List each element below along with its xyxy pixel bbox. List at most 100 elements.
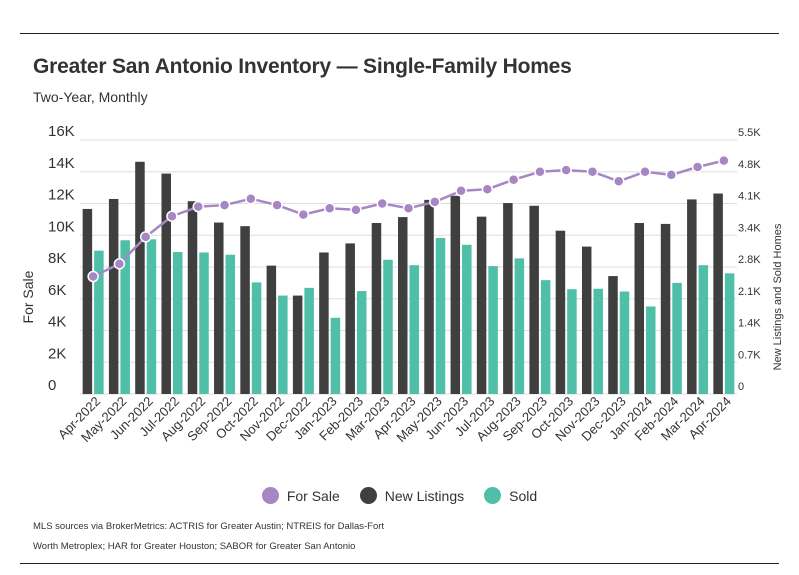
bar-sold	[724, 273, 735, 394]
right-tick-label: 2.8K	[738, 254, 761, 266]
bar-sold	[172, 252, 183, 394]
legend-item-new-listings: New Listings	[359, 487, 464, 504]
left-tick-label: 2K	[48, 345, 66, 362]
bar-new-listings	[660, 223, 671, 394]
legend-new-listings-circle-icon	[359, 487, 377, 504]
for-sale-point	[507, 173, 520, 186]
for-sale-point	[192, 200, 205, 213]
left-tick-label: 6K	[48, 282, 66, 299]
bar-new-listings	[503, 203, 513, 394]
bar-new-listings	[82, 208, 93, 394]
right-tick-label: 0	[738, 381, 744, 393]
bar-new-listings	[713, 193, 723, 394]
bar-new-listings	[424, 199, 434, 394]
right-tick-label: 4.8K	[738, 159, 761, 171]
for-sale-point	[139, 231, 152, 243]
left-tick-label: 10K	[48, 218, 75, 235]
bar-new-listings	[108, 198, 119, 394]
bar-sold	[593, 288, 603, 394]
bar-new-listings	[608, 276, 618, 394]
right-axis-label: New Listings and Sold Homes	[772, 223, 784, 370]
right-tick-label: 2.1K	[738, 286, 761, 298]
chart-title: Greater San Antonio Inventory — Single-F…	[33, 55, 572, 78]
right-tick-label: 3.4K	[738, 222, 761, 234]
left-tick-label: 4K	[48, 314, 66, 331]
for-sale-point	[87, 270, 99, 283]
footnote-line-1: MLS sources via BrokerMetrics: ACTRIS fo…	[33, 521, 385, 532]
left-tick-label: 14K	[48, 155, 75, 172]
bar-new-listings	[687, 199, 697, 394]
top-rule	[20, 33, 779, 34]
left-tick-label: 0	[48, 377, 56, 394]
legend-item-sold: Sold	[484, 487, 537, 504]
bar-sold	[646, 306, 656, 394]
for-sale-point	[271, 199, 283, 211]
right-tick-label: 1.4K	[738, 318, 761, 330]
legend-for-sale-circle-icon	[261, 487, 279, 504]
bar-sold	[251, 282, 262, 394]
for-sale-point	[612, 175, 625, 188]
footnote-line-2: Worth Metroplex; HAR for Greater Houston…	[33, 541, 356, 552]
for-sale-point	[560, 164, 572, 176]
legend-sold-circle-icon	[484, 487, 502, 504]
for-sale-point	[718, 154, 730, 167]
right-tick-label: 5.5K	[738, 127, 761, 139]
bar-new-listings	[555, 230, 566, 394]
right-tick-label: 4.1K	[738, 191, 761, 203]
legend-sold-label: Sold	[509, 487, 538, 504]
bar-sold	[409, 265, 419, 394]
bar-new-listings	[529, 205, 539, 394]
bar-sold	[672, 282, 682, 394]
bar-sold	[514, 258, 525, 394]
bar-sold	[619, 291, 630, 394]
legend-item-for-sale: For Sale	[261, 487, 340, 504]
bar-sold	[304, 287, 314, 394]
for-sale-line	[92, 159, 725, 278]
left-tick-label: 16K	[48, 123, 75, 140]
left-tick-label: 8K	[48, 250, 66, 267]
bar-new-listings	[187, 201, 198, 394]
bar-new-listings	[371, 223, 382, 394]
bar-sold	[356, 291, 367, 394]
bar-sold	[462, 244, 472, 394]
bar-new-listings	[161, 173, 171, 394]
for-sale-point	[455, 185, 467, 197]
bar-sold	[540, 280, 551, 394]
bar-sold	[567, 289, 577, 394]
bar-new-listings	[581, 246, 592, 394]
for-sale-point	[691, 161, 704, 173]
for-sale-point	[534, 166, 546, 178]
chart-subtitle: Two-Year, Monthly	[33, 89, 148, 105]
for-sale-point	[429, 196, 441, 208]
bar-new-listings	[135, 161, 145, 394]
for-sale-point	[245, 192, 257, 205]
bar-new-listings	[634, 223, 645, 394]
bar-sold	[698, 265, 709, 394]
for-sale-point	[113, 258, 126, 270]
left-axis-label: For Sale	[20, 270, 36, 323]
for-sale-point	[323, 202, 336, 215]
for-sale-point	[481, 183, 494, 195]
inventory-chart: 0 2K 4K 6K 8K 10K 12K 14K 16K 0 0.7K 1.4K 2.1K 2.8K 3.…	[20, 123, 784, 445]
bar-new-listings	[292, 295, 303, 394]
for-sale-point	[402, 202, 415, 215]
bar-new-listings	[319, 252, 329, 394]
bar-sold	[120, 240, 130, 394]
bar-new-listings	[214, 222, 224, 394]
right-tick-label: 0.7K	[738, 349, 761, 361]
for-sale-point	[376, 197, 388, 210]
bar-new-listings	[345, 243, 355, 394]
bar-sold	[146, 239, 157, 394]
bar-sold	[199, 252, 209, 394]
bar-sold	[94, 250, 104, 394]
bottom-rule	[20, 563, 779, 564]
bar-sold	[488, 266, 498, 394]
for-sale-point	[350, 204, 362, 216]
legend-for-sale-label: For Sale	[286, 487, 340, 504]
for-sale-point	[586, 166, 599, 178]
bar-new-listings	[450, 195, 461, 394]
bar-sold	[435, 237, 446, 394]
bar-new-listings	[266, 265, 277, 394]
bar-new-listings	[398, 217, 408, 394]
for-sale-point	[218, 199, 231, 211]
